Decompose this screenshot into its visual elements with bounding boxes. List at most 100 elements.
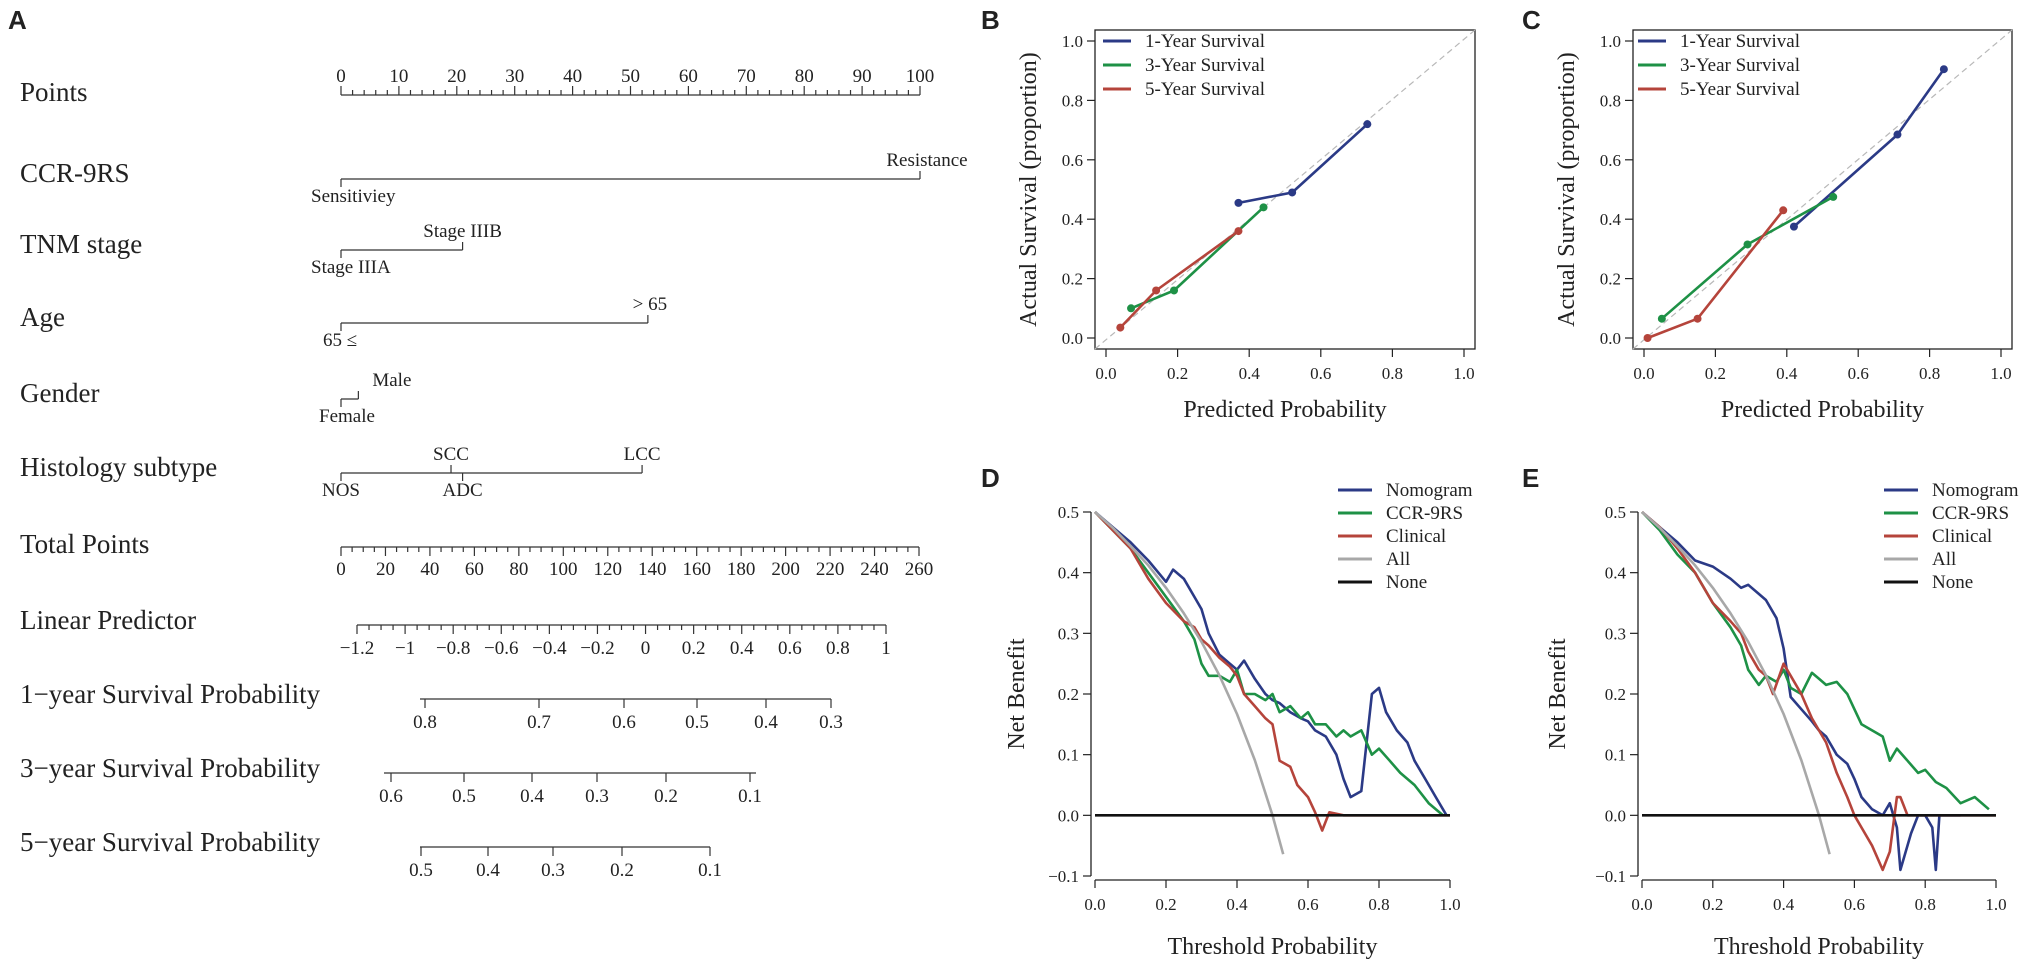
panel-d-x-tick-label: 0.6 (1297, 895, 1318, 914)
level-label-male: Male (372, 370, 411, 391)
panel-c-reference-diagonal (1632, 29, 2013, 350)
panel-c-legend-label-1-year-survival: 1-Year Survival (1680, 31, 1800, 52)
one-year-survival-tick-label: 0.6 (612, 712, 636, 733)
panel-b-x-tick-label: 0.8 (1382, 364, 1403, 383)
total-points-tick-label: 260 (905, 559, 934, 580)
linear-predictor-tick-label: −0.2 (580, 638, 614, 659)
panel-d-series-line-all (1094, 511, 1285, 855)
panel-b-point-1-year-survival (1288, 188, 1297, 197)
total-points-tick-label: 80 (509, 559, 528, 580)
three-year-survival-tick-label: 0.1 (738, 786, 762, 807)
panel-c-point-5-year-survival (1643, 334, 1652, 342)
panel-b-point-5-year-survival (1116, 323, 1125, 332)
panel-d-x-tick-label: 0.8 (1368, 895, 1389, 914)
total-points-tick-label: 140 (638, 559, 667, 580)
total-points-tick-label: 160 (682, 559, 711, 580)
total-points-tick-label: 120 (594, 559, 623, 580)
linear-predictor-tick-label: −0.4 (532, 638, 567, 659)
three-year-survival-tick-label: 0.2 (654, 786, 678, 807)
points-tick-label: 40 (563, 66, 582, 87)
panel-e-x-tick-label: 0.2 (1702, 895, 1723, 914)
panel-e-y-tick-label: 0.1 (1605, 746, 1626, 765)
panel-e-legend-label-all: All (1932, 549, 1956, 570)
panel-d-legend-label-all: All (1386, 549, 1410, 570)
three-year-survival-tick-label: 0.6 (379, 786, 403, 807)
panel-b-x-axis-title: Predicted Probability (1183, 397, 1386, 423)
points-tick-label: 30 (505, 66, 524, 87)
panel-d-series-line-ccr-9rs (1094, 511, 1444, 817)
five-year-survival-tick-label: 0.1 (698, 860, 722, 881)
panel-b-x-tick-label: 1.0 (1453, 364, 1474, 383)
points-tick-label: 60 (679, 66, 698, 87)
linear-predictor-tick-label: 0.2 (682, 638, 706, 659)
level-label-scc: SCC (433, 444, 469, 465)
panel-d-x-tick-label: 0.2 (1155, 895, 1176, 914)
panel-b-legend-label-1-year-survival: 1-Year Survival (1145, 31, 1265, 52)
panel-b-y-tick-label: 0.4 (1062, 210, 1084, 229)
total-points-tick-label: 0 (336, 559, 346, 580)
row-label-histology-subtype: Histology subtype (20, 452, 217, 482)
points-tick-label: 80 (795, 66, 814, 87)
linear-predictor-tick-label: −1.2 (340, 638, 374, 659)
panel-c-y-tick-label: 0.6 (1600, 151, 1621, 170)
panel-e-x-tick-label: 0.0 (1631, 895, 1652, 914)
panel-e-y-tick-label: −0.1 (1595, 867, 1626, 886)
five-year-survival-tick-label: 0.4 (476, 860, 500, 881)
linear-predictor-tick-label: 0.4 (730, 638, 754, 659)
points-tick-label: 100 (906, 66, 935, 87)
panel-c-point-3-year-survival (1657, 314, 1666, 323)
panel-e-legend-label-nomogram: Nomogram (1932, 480, 2019, 501)
three-year-survival-tick-label: 0.3 (585, 786, 609, 807)
panel-letter-e: E (1522, 463, 1539, 493)
level-label-resistance: Resistance (886, 150, 967, 171)
panel-c-y-tick-label: 0.0 (1600, 329, 1621, 348)
panel-e-x-tick-label: 0.4 (1773, 895, 1795, 914)
panel-b-point-3-year-survival (1170, 286, 1179, 295)
panel-e-legend-label-clinical: Clinical (1932, 526, 1992, 547)
panel-c-point-1-year-survival (1789, 222, 1798, 231)
panel-e-x-axis-title: Threshold Probability (1714, 934, 1924, 960)
one-year-survival-tick-label: 0.8 (413, 712, 437, 733)
panel-e-series-line-ccr-9rs (1641, 511, 1990, 811)
panel-d-y-tick-label: 0.3 (1058, 624, 1079, 643)
panel-b-point-5-year-survival (1152, 286, 1161, 295)
linear-predictor-tick-label: 0.6 (778, 638, 802, 659)
level-label-nos: NOS (322, 480, 360, 501)
panel-b-frame (1094, 29, 1476, 350)
panel-c-point-5-year-survival (1779, 206, 1788, 215)
panel-b-y-tick-label: 0.0 (1062, 329, 1083, 348)
panel-d-legend-label-ccr-9rs: CCR-9RS (1386, 503, 1463, 524)
row-label-ccr-9rs: CCR-9RS (20, 158, 130, 188)
panel-e-y-tick-label: 0.0 (1605, 806, 1626, 825)
points-tick-label: 70 (737, 66, 756, 87)
row-label-5-year-survival-probability: 5−year Survival Probability (20, 827, 321, 857)
total-points-tick-label: 20 (376, 559, 395, 580)
panel-c-point-5-year-survival (1693, 314, 1702, 323)
panel-d-x-axis-title: Threshold Probability (1168, 934, 1378, 960)
panel-b-point-3-year-survival (1259, 203, 1268, 212)
panel-d-y-tick-label: 0.1 (1058, 746, 1079, 765)
level-label-65: 65 ≤ (323, 330, 357, 351)
panel-b-reference-diagonal (1094, 29, 1476, 350)
total-points-tick-label: 180 (727, 559, 756, 580)
panel-e-x-tick-label: 0.8 (1915, 895, 1936, 914)
panel-e-y-tick-label: 0.4 (1605, 564, 1627, 583)
nomogram-panel: Points CCR-9RS TNM stage Age Gender Histology… (20, 66, 968, 881)
points-tick-label: 50 (621, 66, 640, 87)
panel-c-x-tick-label: 0.4 (1776, 364, 1798, 383)
level-label-lcc: LCC (624, 444, 661, 465)
panel-e-legend-label-ccr-9rs: CCR-9RS (1932, 503, 2009, 524)
panel-d-legend-label-clinical: Clinical (1386, 526, 1446, 547)
panel-b-y-tick-label: 1.0 (1062, 32, 1083, 51)
one-year-survival-tick-label: 0.5 (685, 712, 709, 733)
panel-c-series-line-1-year-survival (1793, 68, 1945, 228)
panel-e-y-tick-label: 0.2 (1605, 685, 1626, 704)
linear-predictor-tick-label: −0.8 (436, 638, 470, 659)
panel-b-x-tick-label: 0.2 (1167, 364, 1188, 383)
panel-e-chart: 0.0 0.2 0.4 0.6 0.8 1.0 −0.1 0.0 0.1 0.2 0.3 0.4 0.5… (1545, 480, 2019, 960)
panel-d-x-tick-label: 1.0 (1439, 895, 1460, 914)
three-year-survival-tick-label: 0.5 (452, 786, 476, 807)
five-year-survival-tick-label: 0.2 (610, 860, 634, 881)
panel-c-series-line-5-year-survival (1647, 209, 1785, 340)
panel-c-x-tick-label: 0.6 (1848, 364, 1869, 383)
